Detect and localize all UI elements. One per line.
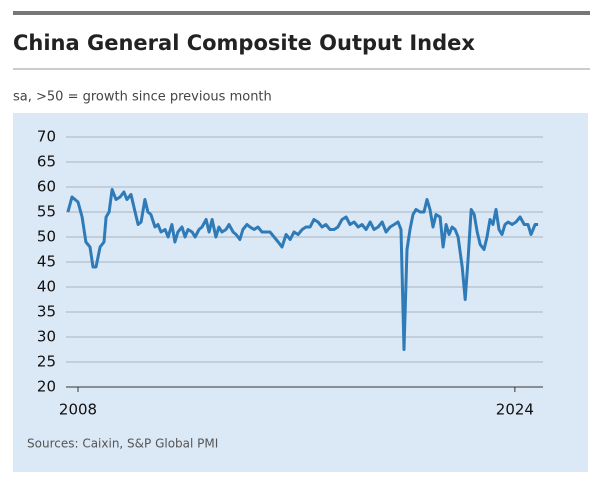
y-tick-label: 70 bbox=[37, 128, 56, 146]
y-tick-label: 55 bbox=[37, 203, 56, 221]
data-line bbox=[66, 188, 539, 351]
top-bar bbox=[13, 11, 590, 15]
source: Sources: Caixin, S&P Global PMI bbox=[27, 437, 218, 451]
y-tick-label: 25 bbox=[37, 353, 56, 371]
subtitle: sa, >50 = growth since previous month bbox=[13, 90, 272, 105]
x-tick-label: 2024 bbox=[496, 401, 534, 419]
y-tick-label: 30 bbox=[37, 328, 56, 346]
y-tick-label: 60 bbox=[37, 178, 56, 196]
y-tick-label: 50 bbox=[37, 228, 56, 246]
chart-title: China General Composite Output Index bbox=[13, 31, 475, 55]
plot-panel bbox=[13, 113, 588, 472]
y-tick-label: 40 bbox=[37, 278, 56, 296]
y-tick-label: 45 bbox=[37, 253, 56, 271]
y-tick-label: 35 bbox=[37, 303, 56, 321]
y-tick-label: 65 bbox=[37, 153, 56, 171]
y-tick-label: 20 bbox=[37, 378, 56, 396]
x-tick-label: 2008 bbox=[59, 401, 97, 419]
